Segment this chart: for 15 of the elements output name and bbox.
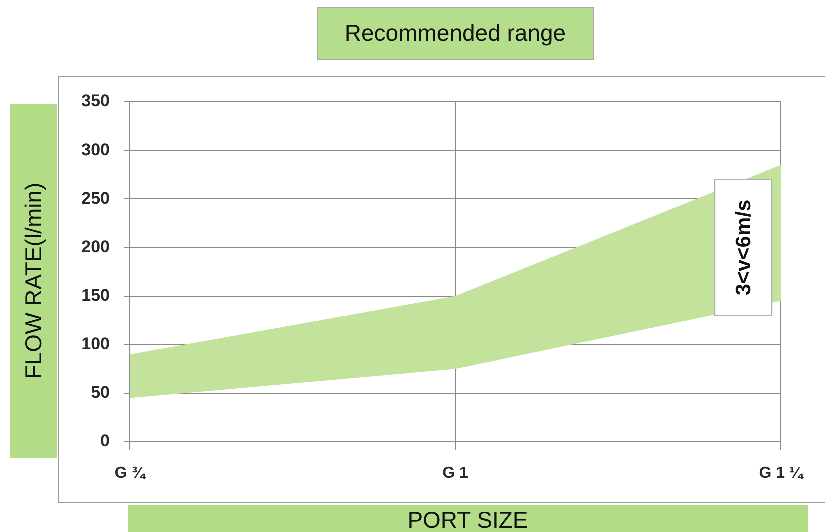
- y-tick-label: 150: [82, 286, 110, 305]
- x-axis-title: PORT SIZE: [128, 505, 808, 532]
- y-tick-label: 250: [82, 188, 110, 208]
- y-tick-label: 200: [82, 237, 110, 256]
- annotation: 3<v<6m/s: [732, 200, 756, 296]
- x-tick-label: G ¾: [114, 465, 147, 482]
- y-tick-label: 350: [82, 92, 110, 111]
- x-tick-label: G 1 ¼: [759, 465, 804, 482]
- y-tick-label: 0: [100, 432, 110, 451]
- y-tick-label: 100: [82, 334, 110, 354]
- chart-title: Recommended range: [317, 7, 594, 60]
- y-tick-label: 50: [91, 383, 110, 402]
- y-tick-label: 300: [82, 140, 110, 160]
- x-tick-label: G 1: [442, 465, 468, 482]
- y-axis-title: FLOW RATE(l/min): [20, 182, 47, 380]
